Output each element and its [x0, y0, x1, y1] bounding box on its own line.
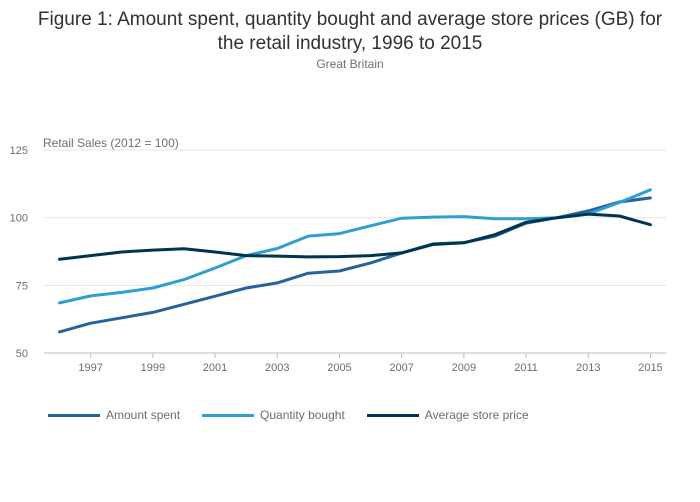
x-tick-label-2009: 2009 — [452, 362, 476, 374]
legend-swatch-quantity-bought — [202, 413, 255, 417]
x-tick-label-2005: 2005 — [327, 362, 351, 374]
chart-title: Figure 1: Amount spent, quantity bought … — [0, 8, 700, 56]
x-tick-label-2003: 2003 — [265, 362, 289, 374]
legend: Amount spent Quantity bought Average sto… — [48, 408, 529, 422]
series-line-quantity-bought[interactable] — [58, 188, 652, 305]
x-tick-label-2015: 2015 — [638, 362, 662, 374]
chart-title-line-1: Figure 1: Amount spent, quantity bought … — [37, 9, 663, 30]
y-tick-label-100: 100 — [10, 213, 28, 225]
y-tick-label-75: 75 — [16, 280, 28, 292]
legend-label-quantity-bought: Quantity bought — [260, 408, 345, 422]
x-tick-label-2007: 2007 — [389, 362, 413, 374]
y-tick-label-50: 50 — [16, 348, 28, 360]
x-tick-label-1999: 1999 — [141, 362, 165, 374]
x-tick-label-1997: 1997 — [78, 362, 102, 374]
x-tick-label-2011: 2011 — [514, 362, 538, 374]
chart-subtitle: Great Britain — [316, 57, 384, 71]
chart-title-line-2: the retail industry, 1996 to 2015 — [217, 33, 483, 54]
legend-swatch-amount-spent — [48, 413, 100, 417]
legend-swatch-average-store-price — [366, 413, 419, 417]
line-chart: 50 75 100 125 1997 1999 2001 2003 2005 2007 2009 20… — [10, 136, 666, 374]
y-tick-label-125: 125 — [10, 145, 28, 157]
legend-label-amount-spent: Amount spent — [106, 408, 181, 422]
gridlines — [44, 149, 666, 286]
axes: 50 75 100 125 1997 1999 2001 2003 2005 2007 2009 20… — [10, 145, 666, 374]
x-tick-label-2013: 2013 — [576, 362, 600, 374]
legend-item-average-store-price[interactable]: Average store price — [366, 408, 529, 422]
legend-item-amount-spent[interactable]: Amount spent — [48, 408, 180, 422]
series-line-average-store-price[interactable] — [58, 212, 652, 261]
y-axis-label: Retail Sales (2012 = 100) — [43, 136, 179, 150]
series-lines — [58, 188, 652, 334]
x-tick-label-2001: 2001 — [203, 362, 227, 374]
legend-label-average-store-price: Average store price — [424, 408, 529, 422]
legend-item-quantity-bought[interactable]: Quantity bought — [202, 408, 345, 422]
